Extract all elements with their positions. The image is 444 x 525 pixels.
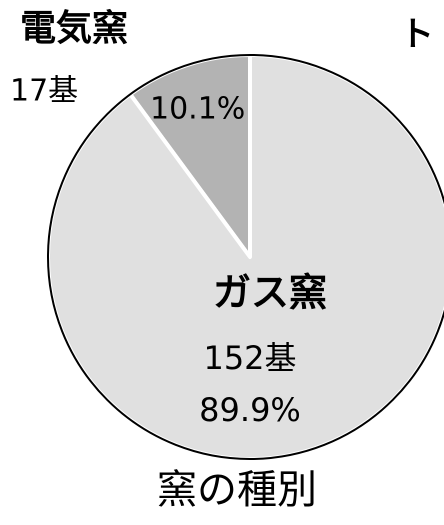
count-label: 17基	[10, 74, 78, 109]
pie-outline	[47, 54, 444, 460]
pie	[46, 53, 444, 461]
annotation: ト	[400, 15, 434, 55]
value-label: 10.1%	[150, 92, 245, 127]
value-label: 89.9%	[199, 391, 301, 429]
count-label: 152基	[203, 339, 296, 377]
chart-title: 窯の種別	[157, 467, 317, 513]
category-label: 電気窯	[20, 8, 128, 49]
category-label: ガス窯	[213, 271, 327, 315]
